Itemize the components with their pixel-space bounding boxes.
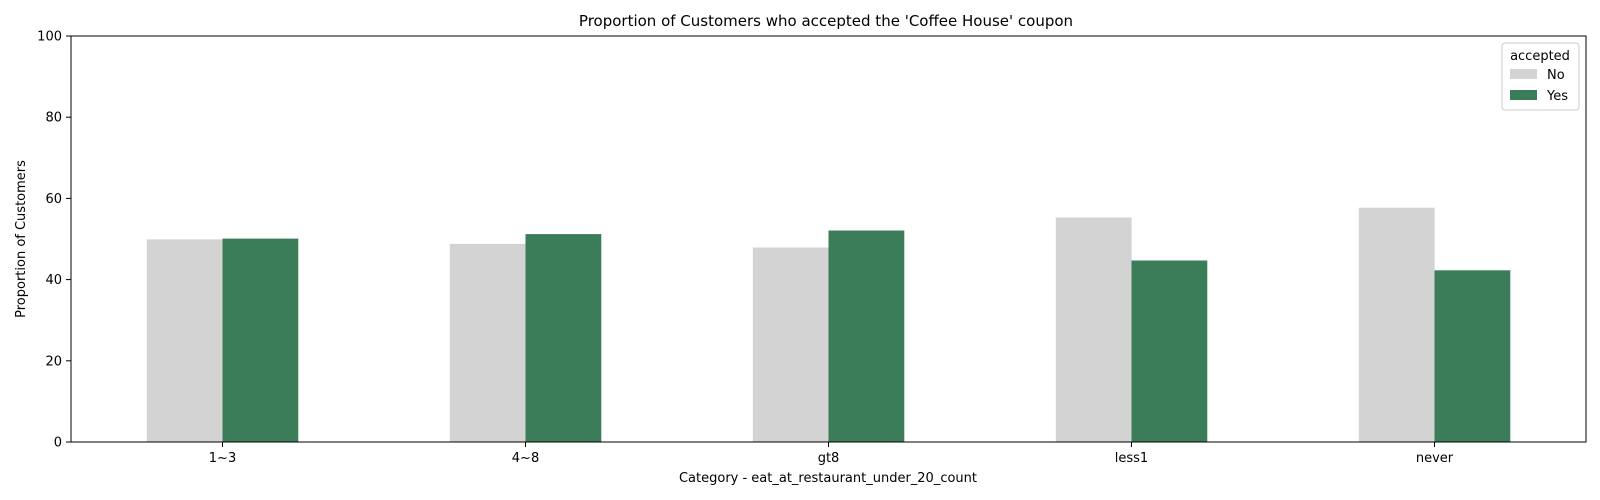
x-tick-label: 1~3 <box>209 451 236 466</box>
bar-yes-4 <box>1434 270 1511 442</box>
bar-no-0 <box>146 239 223 442</box>
x-axis-ticks: 1~3 4~8 gt8 less1 never <box>209 442 1454 466</box>
legend-label-yes: Yes <box>1546 89 1568 104</box>
plot-frame <box>70 35 1587 443</box>
bar-no-4 <box>1358 207 1435 442</box>
y-tick-label: 80 <box>45 111 62 126</box>
bar-yes-2 <box>828 230 905 442</box>
bar-yes-3 <box>1131 260 1208 442</box>
bars-layer <box>146 207 1511 442</box>
y-axis-ticks: 0 20 40 60 80 100 <box>37 30 71 451</box>
x-tick-label: gt8 <box>818 451 840 466</box>
x-axis-label: Category - eat_at_restaurant_under_20_co… <box>679 471 977 486</box>
bar-no-2 <box>752 247 829 442</box>
y-tick-label: 100 <box>37 30 62 45</box>
bar-no-3 <box>1055 217 1132 442</box>
y-tick-label: 20 <box>45 354 62 369</box>
legend: accepted No Yes <box>1501 42 1580 111</box>
bar-no-1 <box>449 243 526 442</box>
legend-title: accepted <box>1510 49 1570 64</box>
legend-swatch-no <box>1510 69 1537 79</box>
legend-entries: No Yes <box>1510 68 1568 104</box>
x-tick-label: 4~8 <box>512 451 539 466</box>
chart-title: Proportion of Customers who accepted the… <box>579 12 1073 30</box>
x-tick-label: never <box>1416 451 1454 466</box>
legend-swatch-yes <box>1510 90 1537 100</box>
y-axis-label: Proportion of Customers <box>14 160 29 318</box>
legend-label-no: No <box>1547 68 1565 83</box>
x-tick-label: less1 <box>1115 451 1148 466</box>
y-tick-label: 60 <box>45 192 62 207</box>
bar-yes-0 <box>222 238 299 442</box>
y-tick-label: 40 <box>45 273 62 288</box>
y-tick-label: 0 <box>54 436 62 451</box>
bar-yes-1 <box>525 234 602 442</box>
